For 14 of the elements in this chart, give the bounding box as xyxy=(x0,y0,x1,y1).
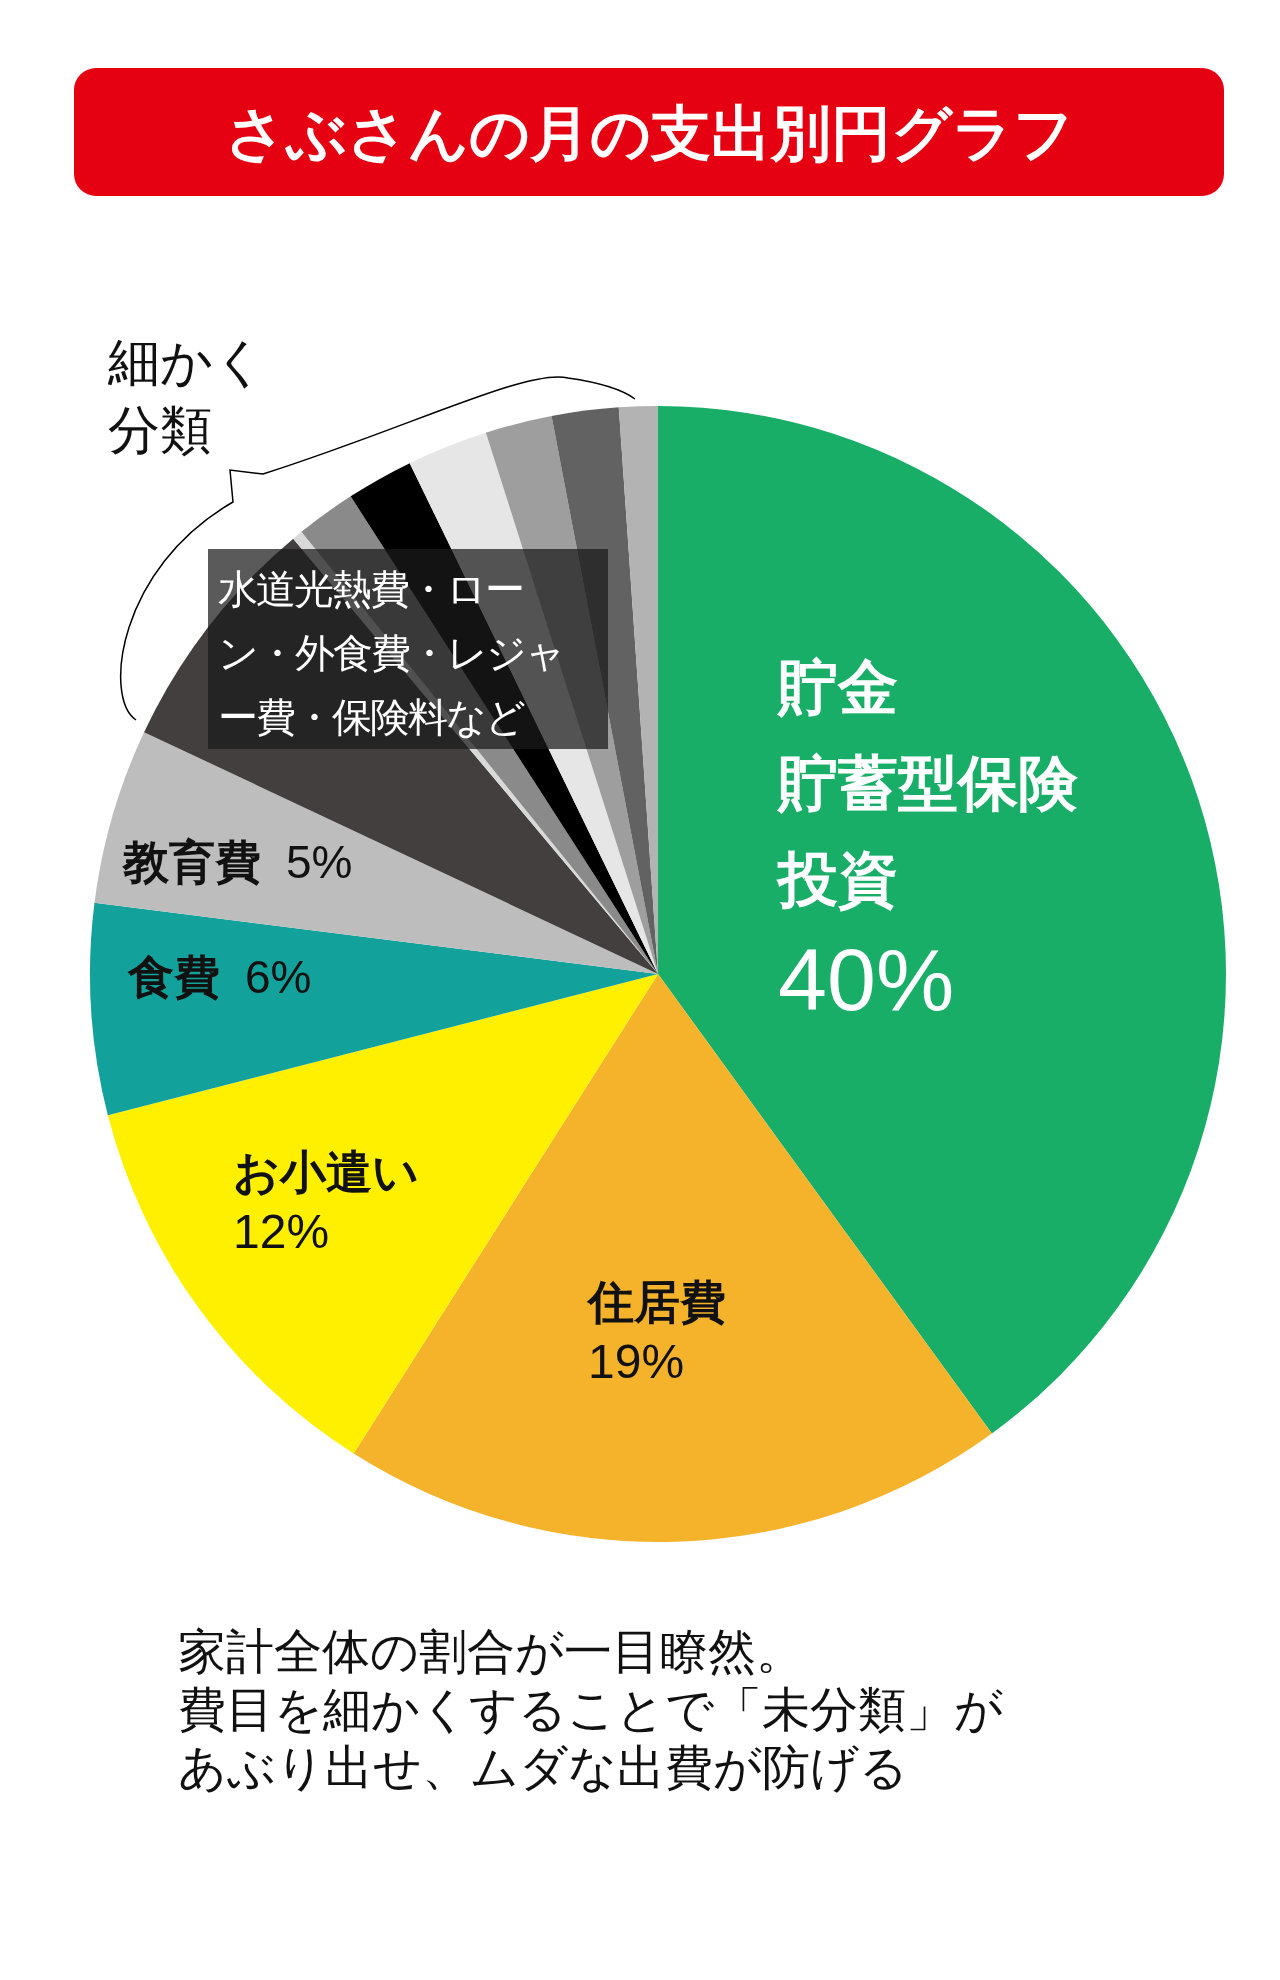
data-label: 12% xyxy=(233,1205,330,1258)
data-label: 5% xyxy=(286,836,353,888)
text: 水道光熱費・ローン・外食費・レジャー費・保険料など xyxy=(218,567,564,739)
slice-label: 教育費 xyxy=(121,836,261,888)
text: 細かく分類 xyxy=(107,333,266,459)
data-label: 6% xyxy=(245,951,312,1003)
data-label: 40% xyxy=(778,930,955,1029)
chart-title: さぶさんの月の支出別円グラフ xyxy=(224,100,1074,167)
data-label: 19% xyxy=(588,1335,685,1388)
slice-label: お小遣い xyxy=(233,1146,419,1198)
slice-label: 貯金貯蓄型保険投資 xyxy=(776,654,1079,913)
slice-label: 食費 xyxy=(127,951,220,1003)
text: 家計全体の割合が一目瞭然。費目を細かくすることで「未分類」があぶり出せ、ムダな出費が防げる xyxy=(178,1625,1003,1794)
slice-label: 住居費 xyxy=(586,1276,726,1328)
